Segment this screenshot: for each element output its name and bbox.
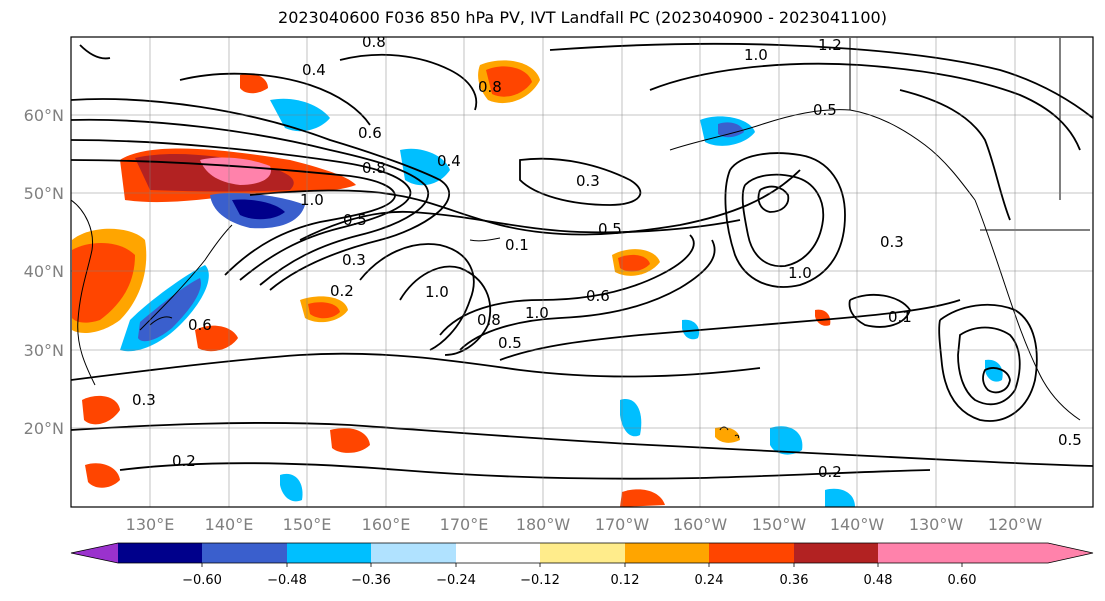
contour-label: 0.1 xyxy=(505,236,529,254)
lon-label: 140°W xyxy=(830,515,885,534)
lon-label: 160°W xyxy=(673,515,728,534)
lat-label: 30°N xyxy=(24,341,64,360)
colorbar-outline xyxy=(70,542,1094,564)
contour-label: 0.8 xyxy=(362,159,386,177)
contour-label: 0.5 xyxy=(498,334,522,352)
lon-label: 130°E xyxy=(126,515,175,534)
contour-label: 0.2 xyxy=(818,463,842,481)
colorbar-segment xyxy=(456,543,540,563)
colorbar-segment xyxy=(118,543,202,563)
lat-label: 40°N xyxy=(24,262,64,281)
contour-label: 1.0 xyxy=(525,304,549,322)
colorbar-tick-label: 0.60 xyxy=(948,573,977,588)
colorbar-extend-max-tip xyxy=(962,543,1093,563)
colorbar-segment xyxy=(625,543,709,563)
colorbar-ticks xyxy=(201,563,963,567)
lon-label: 180°W xyxy=(516,515,571,534)
colorbar-segment xyxy=(287,543,371,563)
colorbar-tick-label: 0.24 xyxy=(695,573,724,588)
ivt-contours xyxy=(71,42,1093,480)
lon-label: 160°E xyxy=(362,515,411,534)
colorbar-tick-label: −0.24 xyxy=(436,573,476,588)
contour-label: 1.0 xyxy=(744,46,768,64)
graticule xyxy=(71,37,1093,507)
coastlines xyxy=(71,38,1090,439)
colorbar-segment xyxy=(794,543,878,563)
colorbar-tick-label: −0.60 xyxy=(182,573,222,588)
colorbar-extend-max xyxy=(878,543,962,563)
lat-label: 60°N xyxy=(24,106,64,125)
contour-label: 0.3 xyxy=(342,251,366,269)
plot-title: 2023040600 F036 850 hPa PV, IVT Landfall… xyxy=(278,8,887,27)
colorbar-segment xyxy=(371,543,456,563)
contour-label: 0.4 xyxy=(302,61,326,79)
lon-label: 150°W xyxy=(752,515,807,534)
contour-label: 0.1 xyxy=(888,308,912,326)
contour-label: 0.6 xyxy=(586,287,610,305)
colorbar-tick-label: 0.36 xyxy=(780,573,809,588)
colorbar-tick-label: −0.48 xyxy=(267,573,307,588)
contour-label: 0.8 xyxy=(362,33,386,51)
colorbar-tick-label: 0.12 xyxy=(611,573,640,588)
contour-label: 1.2 xyxy=(818,36,842,54)
lat-label: 50°N xyxy=(24,184,64,203)
contour-label: 0.3 xyxy=(576,172,600,190)
colorbar-segment xyxy=(540,543,625,563)
contour-label: 1.0 xyxy=(788,264,812,282)
map-frame xyxy=(70,36,1094,508)
contour-label: 0.5 xyxy=(343,211,367,229)
colorbar-tick-label: 0.48 xyxy=(864,573,893,588)
colorbar-segment xyxy=(202,543,287,563)
contour-label: 0.2 xyxy=(330,282,354,300)
colorbar-tick-label: −0.36 xyxy=(351,573,391,588)
contour-label: 0.5 xyxy=(813,101,837,119)
lon-label: 170°E xyxy=(440,515,489,534)
colorbar-segment xyxy=(709,543,794,563)
contour-label: 0.8 xyxy=(477,311,501,329)
contour-label: 0.5 xyxy=(598,220,622,238)
contour-label: 1.0 xyxy=(425,283,449,301)
contour-label: 0.8 xyxy=(478,78,502,96)
lon-label: 130°W xyxy=(909,515,964,534)
colorbar: −0.60 −0.48 −0.36 −0.24 −0.12 0.12 0.24 … xyxy=(70,542,1094,588)
contour-label: 1.0 xyxy=(300,191,324,209)
colorbar-tick-label: −0.12 xyxy=(520,573,560,588)
lon-labels: 130°E 140°E 150°E 160°E 170°E 180°W 170°… xyxy=(126,515,1043,534)
lon-label: 170°W xyxy=(595,515,650,534)
lon-label: 120°W xyxy=(988,515,1043,534)
contour-label-group: 0.8 1.2 1.0 0.5 0.6 0.4 0.3 0.5 0.8 1.0 … xyxy=(132,33,1082,481)
contour-label: 0.3 xyxy=(880,233,904,251)
contour-label: 0.6 xyxy=(188,316,212,334)
contour-label: 0.2 xyxy=(172,452,196,470)
colorbar-extend-min xyxy=(71,543,118,563)
lon-label: 150°E xyxy=(283,515,332,534)
map-panel: 0.8 1.2 1.0 0.5 0.6 0.4 0.3 0.5 0.8 1.0 … xyxy=(71,33,1093,507)
contour-label: 0.6 xyxy=(358,124,382,142)
lon-label: 140°E xyxy=(205,515,254,534)
lat-labels: 60°N 50°N 40°N 30°N 20°N xyxy=(24,106,64,438)
contour-label: 0.3 xyxy=(132,391,156,409)
contour-label: 0.5 xyxy=(1058,431,1082,449)
contour-label: 0.4 xyxy=(437,152,461,170)
lat-label: 20°N xyxy=(24,419,64,438)
